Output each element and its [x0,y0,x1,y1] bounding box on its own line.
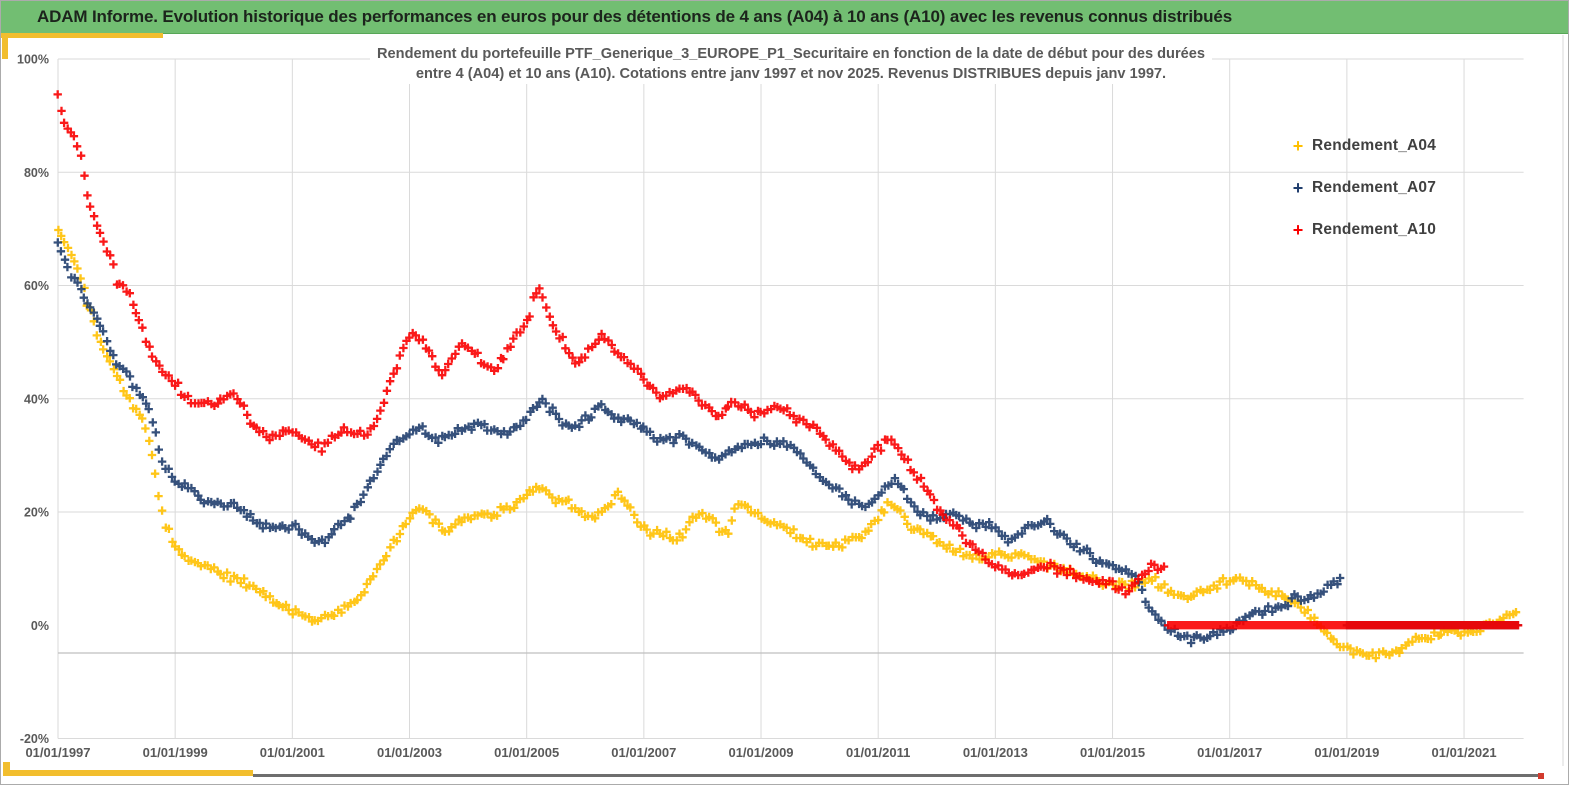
gold-accent-notch-bottom [3,762,10,776]
gold-accent-strip-top [0,33,163,38]
x-axis-label: 01/01/1997 [25,745,90,760]
gold-accent-bar-bottom [3,770,253,776]
y-axis-label: 80% [24,166,49,180]
series-Rendement_A10[interactable] [53,90,1523,630]
y-axis-label: 60% [24,279,49,293]
x-axis-label: 01/01/2007 [611,745,676,760]
legend-item-rendement-a04[interactable]: + Rendement_A04 [1288,134,1436,158]
x-axis-label: 01/01/2021 [1432,745,1497,760]
legend-item-rendement-a10[interactable]: + Rendement_A10 [1288,218,1436,242]
axis-labels: 100% 80% 60% 40% 20% 0% -20%01/01/1997 01/01/19… [17,53,1497,761]
report-header-banner: ADAM Informe. Evolution historique des p… [1,1,1568,34]
y-axis-label: 20% [24,506,49,520]
x-axis-label: 01/01/2015 [1080,745,1145,760]
bottom-red-tick [1538,773,1544,779]
y-axis-label: 40% [24,392,49,406]
x-axis-label: 01/01/2009 [728,745,793,760]
x-axis-label: 01/01/2011 [846,745,910,760]
report-title: ADAM Informe. Evolution historique des p… [37,7,1233,26]
plus-marker-icon: + [1292,220,1304,240]
x-axis-label: 01/01/2005 [494,745,559,760]
plus-marker-icon: + [1292,178,1304,198]
legend-item-rendement-a07[interactable]: + Rendement_A07 [1288,176,1436,200]
x-axis-label: 01/01/2019 [1314,745,1379,760]
legend-label: Rendement_A10 [1312,221,1437,238]
series-Rendement_A04[interactable] [54,225,1521,663]
plus-marker-icon: + [1292,136,1304,156]
y-axis-label: 100% [17,53,49,67]
y-axis-label: 0% [31,619,49,633]
x-axis-label: 01/01/2001 [260,745,325,760]
x-axis-label: 01/01/2003 [377,745,442,760]
legend-label: Rendement_A07 [1312,179,1437,196]
x-axis-label: 01/01/2013 [963,745,1028,760]
bottom-divider-line [253,774,1541,777]
series-Rendement_A07[interactable] [53,238,1522,648]
chart-legend: + Rendement_A04 + Rendement_A07 + Rendem… [1288,134,1436,260]
x-axis-label: 01/01/1999 [143,745,208,760]
y-axis-label: -20% [20,732,49,746]
legend-label: Rendement_A04 [1312,137,1437,154]
gold-accent-notch-top [2,33,8,59]
x-axis-label: 01/01/2017 [1197,745,1262,760]
